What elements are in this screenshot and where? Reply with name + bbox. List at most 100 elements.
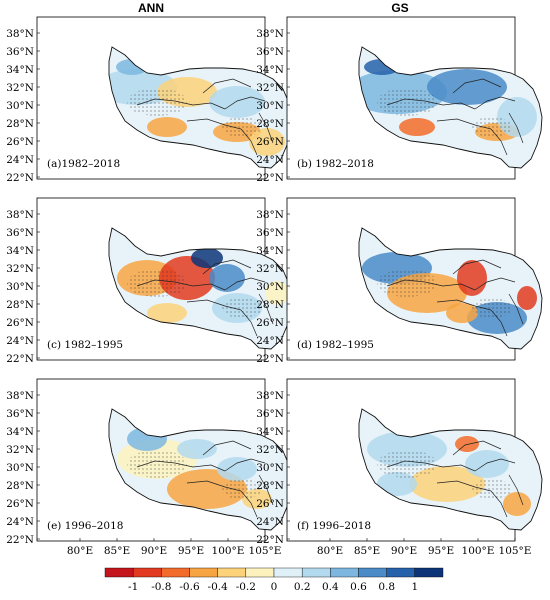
lat-tick-label: 32°N (256, 263, 284, 275)
colorbar-label: 0.4 (322, 581, 339, 593)
plateau-outline (108, 46, 293, 169)
lat-tick-label: 30°N (256, 100, 284, 112)
basin-boundaries (386, 440, 524, 518)
field-anomaly (455, 436, 479, 452)
lat-tick-label: 32°N (6, 263, 34, 275)
field-anomaly (265, 281, 289, 305)
plateau-outline (108, 408, 293, 531)
field-anomaly (209, 264, 245, 292)
colorbar-label: -0.6 (179, 581, 200, 593)
lat-tick-label: 34°N (6, 245, 34, 257)
colorbar-label: -1 (128, 581, 138, 593)
lat-tick-label: 38°N (6, 209, 34, 221)
colorbar-swatch (301, 567, 331, 578)
lon-tick-label: 95°E (428, 545, 454, 557)
colorbar-swatch (245, 567, 275, 578)
colorbar-swatch (273, 567, 303, 578)
lat-tick-label: 26°N (6, 498, 34, 510)
lat-tick-label: 28°N (6, 118, 34, 130)
lat-tick-label: 36°N (256, 46, 284, 58)
panel-label: (d) 1982–1995 (297, 339, 374, 351)
lat-tick-label: 22°N (256, 172, 284, 184)
field-anomaly (465, 450, 509, 478)
lon-tick-label: 95°E (178, 545, 204, 557)
lat-tick-label: 36°N (6, 46, 34, 58)
lat-tick-label: 22°N (6, 353, 34, 365)
lat-tick-label: 28°N (6, 299, 34, 311)
lat-tick-label: 30°N (6, 462, 34, 474)
basin-boundaries (386, 78, 524, 156)
significance-stipple (127, 269, 187, 297)
basin-boundaries (136, 259, 274, 337)
lat-tick-label: 28°N (256, 480, 284, 492)
significance-stipple (472, 479, 512, 499)
lat-tick-label: 26°N (256, 498, 284, 510)
lat-tick-label: 36°N (6, 408, 34, 420)
field-anomaly (427, 69, 507, 105)
lon-tick-label: 100°E (212, 545, 245, 557)
lat-tick-label: 34°N (256, 64, 284, 76)
lon-tick-label: 105°E (499, 545, 532, 557)
lat-tick-label: 34°N (6, 426, 34, 438)
field-anomaly (399, 118, 435, 136)
lat-tick-label: 36°N (6, 227, 34, 239)
colorbar-label: 1 (411, 581, 418, 593)
lat-tick-label: 34°N (256, 245, 284, 257)
plateau-outline (358, 408, 543, 531)
lon-tick-label: 85°E (354, 545, 380, 557)
panel-f: (f) 1996–2018 22°N 24°N 26°N 28°N 30°N 32°N 34°… (256, 378, 543, 557)
lat-tick-label: 38°N (6, 28, 34, 40)
lat-tick-label: 28°N (256, 118, 284, 130)
panel-label: (e) 1996–2018 (47, 520, 123, 532)
panel-label: (c) 1982–1995 (47, 339, 123, 351)
colorbar-label: 0.8 (378, 581, 395, 593)
field-anomaly (517, 286, 537, 310)
lat-tick-label: 28°N (256, 299, 284, 311)
field-anomaly (177, 439, 217, 459)
colorbar-swatch (104, 567, 134, 578)
plateau-outline (108, 227, 293, 350)
significance-stipple (222, 479, 262, 499)
lat-tick-label: 24°N (6, 154, 34, 166)
field-anomaly (217, 457, 257, 481)
lat-tick-label: 30°N (256, 462, 284, 474)
lat-tick-label: 38°N (256, 28, 284, 40)
field (359, 409, 542, 530)
lat-tick-label: 36°N (256, 408, 284, 420)
column-title-gs: GS (391, 1, 408, 15)
basin-boundaries (386, 259, 524, 337)
colorbar-swatch (161, 567, 190, 578)
lat-tick-label: 26°N (6, 136, 34, 148)
field (359, 47, 542, 168)
colorbar-label: 0.2 (294, 581, 311, 593)
lat-tick-label: 24°N (256, 154, 284, 166)
field-anomaly (147, 117, 187, 137)
field (359, 228, 542, 349)
colorbar-label: -0.2 (236, 581, 256, 593)
lat-tick-label: 38°N (256, 390, 284, 402)
significance-stipple (377, 450, 437, 478)
colorbar-swatch (414, 567, 444, 578)
lat-tick-label: 22°N (6, 534, 34, 546)
colorbar-swatch (217, 567, 247, 578)
lat-tick-label: 30°N (256, 281, 284, 293)
lat-tick-label: 22°N (6, 172, 34, 184)
field-anomaly (409, 466, 485, 502)
lat-tick-label: 24°N (6, 335, 34, 347)
lat-tick-label: 22°N (256, 353, 284, 365)
significance-stipple (472, 298, 512, 318)
lat-tick-label: 30°N (6, 100, 34, 112)
plateau-outline (358, 46, 543, 169)
colorbar-label: -0.4 (208, 581, 229, 593)
basin-boundaries (136, 440, 274, 518)
panel-label: (a)1982–2018 (47, 158, 120, 170)
panel-d: (d) 1982–1995 22°N 24°N 26°N 28°N 30°N 32°N 34°… (256, 197, 543, 365)
basin-boundaries (136, 78, 274, 156)
lat-tick-label: 22°N (256, 534, 284, 546)
field-anomaly (147, 303, 187, 323)
lat-tick-label: 28°N (6, 480, 34, 492)
column-title-ann: ANN (138, 1, 164, 15)
significance-stipple (377, 88, 437, 116)
lat-tick-label: 36°N (256, 227, 284, 239)
